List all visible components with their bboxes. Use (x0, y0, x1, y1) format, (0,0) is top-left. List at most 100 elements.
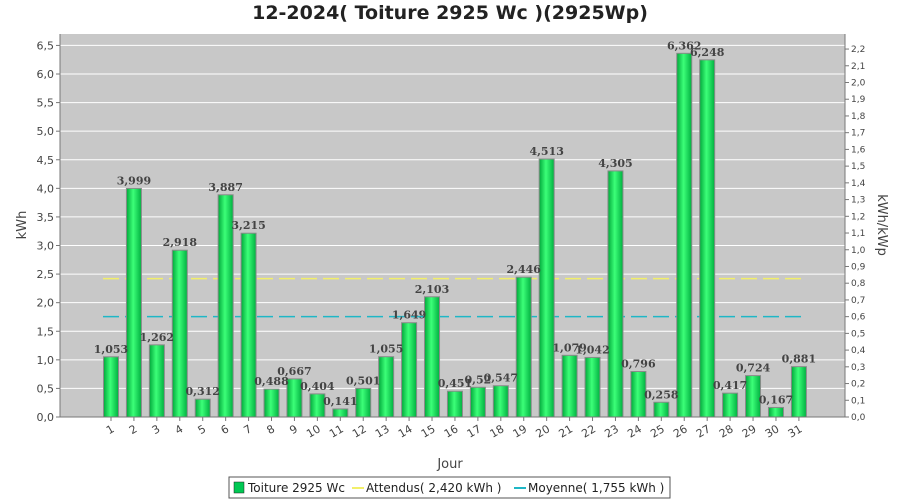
y-right-tick-label: 1,8 (851, 112, 866, 122)
bar-day-8 (263, 388, 280, 418)
x-tick-label: 10 (304, 422, 323, 440)
chart-title: 12-2024( Toiture 2925 Wc )(2925Wp) (252, 2, 648, 24)
x-tick-label: 9 (287, 422, 300, 437)
x-tick-label: 29 (740, 422, 759, 440)
x-tick-label: 5 (196, 422, 209, 437)
data-label-day-21: 1,079 (552, 341, 586, 354)
y-axis-ticks: 0,0 0,5 1,0 1,5 2,0 2,5 3,0 3,5 4,0 4,5 5,0 5,5 6,0 6… (37, 39, 60, 424)
x-tick-label: 7 (242, 422, 255, 437)
x-tick-label: 25 (648, 422, 667, 440)
data-label-day-15: 2,103 (415, 283, 449, 296)
bar-day-18 (492, 385, 509, 418)
x-tick-label: 13 (373, 422, 392, 440)
y-tick-label: 0,0 (37, 411, 55, 424)
y-tick-label: 5,0 (37, 125, 55, 138)
y-tick-label: 5,5 (37, 97, 55, 110)
x-tick-label: 16 (442, 422, 461, 440)
data-label-day-22: 1,042 (575, 343, 609, 356)
x-tick-label: 21 (556, 422, 575, 440)
bar-day-19 (515, 276, 532, 418)
y-right-tick-label: 1,7 (851, 129, 865, 139)
data-label-day-11: 0,141 (323, 395, 357, 408)
bar-day-30 (767, 406, 784, 418)
x-tick-label: 22 (579, 422, 598, 440)
y-right-tick-label: 1,5 (851, 162, 865, 172)
y-tick-label: 6,0 (37, 68, 55, 81)
y-right-tick-label: 1,6 (851, 145, 866, 155)
bar-day-25 (653, 401, 670, 418)
data-label-day-26: 6,362 (667, 39, 701, 52)
x-axis-label: Jour (436, 457, 463, 472)
data-label-day-19: 2,446 (507, 263, 542, 276)
data-label-day-29: 0,724 (736, 362, 771, 375)
data-label-day-20: 4,513 (529, 145, 563, 158)
y-tick-label: 4,0 (37, 182, 55, 195)
y-right-tick-label: 0,5 (851, 329, 865, 339)
y-right-tick-label: 0,2 (851, 380, 865, 390)
x-tick-label: 14 (396, 422, 415, 440)
x-tick-label: 6 (219, 422, 232, 437)
data-label-day-2: 3,999 (117, 174, 151, 187)
x-tick-label: 2 (127, 422, 140, 437)
bar-day-20 (538, 158, 555, 418)
y-right-tick-label: 0,8 (851, 279, 866, 289)
legend-label: Moyenne( 1,755 kWh ) (528, 481, 664, 495)
data-label-day-6: 3,887 (208, 181, 242, 194)
data-label-day-14: 1,649 (392, 309, 426, 322)
x-tick-label: 31 (786, 422, 805, 440)
bar-day-12 (355, 387, 372, 418)
y-right-tick-label: 2,2 (851, 45, 865, 55)
x-tick-label: 28 (717, 422, 736, 440)
y-right-tick-label: 0,6 (851, 313, 866, 323)
data-label-day-16: 0,451 (438, 377, 472, 390)
y-tick-label: 4,5 (37, 154, 55, 167)
data-label-day-10: 0,404 (300, 380, 335, 393)
data-label-day-23: 4,305 (598, 157, 632, 170)
bar-day-26 (676, 52, 693, 418)
y-tick-label: 1,5 (37, 325, 55, 338)
y-right-tick-label: 1,4 (851, 179, 866, 189)
y-tick-label: 2,0 (37, 297, 55, 310)
x-tick-label: 20 (534, 422, 553, 440)
y-right-tick-label: 0,9 (851, 262, 866, 272)
y-right-tick-label: 0,7 (851, 296, 865, 306)
data-label-day-27: 6,248 (690, 46, 725, 59)
x-tick-label: 17 (465, 422, 484, 440)
bar-day-15 (424, 296, 441, 418)
y-right-tick-label: 2,1 (851, 62, 865, 72)
bar-day-17 (469, 386, 486, 418)
data-label-day-13: 1,055 (369, 343, 403, 356)
data-label-day-1: 1,053 (94, 343, 128, 356)
bar-day-1 (103, 356, 119, 418)
data-label-day-25: 0,258 (644, 388, 679, 401)
x-tick-label: 26 (671, 422, 690, 440)
y-tick-label: 3,0 (37, 240, 55, 253)
x-tick-label: 3 (150, 422, 163, 437)
y-tick-label: 3,5 (37, 211, 55, 224)
x-tick-label: 4 (173, 422, 186, 437)
data-label-day-9: 0,667 (277, 365, 311, 378)
bar-day-31 (790, 366, 807, 418)
legend-label: Toiture 2925 Wc (247, 481, 345, 495)
data-label-day-28: 0,417 (713, 379, 747, 392)
y-axis-right-label: kWh/kWp (874, 194, 889, 256)
bar-day-28 (722, 392, 739, 418)
y-right-tick-label: 0,3 (851, 363, 865, 373)
data-label-day-12: 0,501 (346, 374, 380, 387)
y-right-tick-label: 1,2 (851, 212, 865, 222)
y-tick-label: 2,5 (37, 268, 55, 281)
x-tick-label: 24 (625, 422, 644, 440)
bar-day-7 (240, 232, 257, 418)
data-label-day-7: 3,215 (231, 219, 265, 232)
y-tick-label: 0,5 (37, 382, 55, 395)
y-tick-label: 6,5 (37, 39, 55, 52)
x-tick-label: 27 (694, 422, 713, 440)
x-tick-label: 18 (488, 422, 507, 440)
y-right-tick-label: 0,1 (851, 396, 865, 406)
bar-day-11 (332, 408, 349, 418)
data-label-day-3: 1,262 (140, 331, 174, 344)
y-right-tick-label: 0,4 (851, 346, 866, 356)
bar-day-22 (584, 356, 601, 418)
data-label-day-4: 2,918 (163, 236, 198, 249)
